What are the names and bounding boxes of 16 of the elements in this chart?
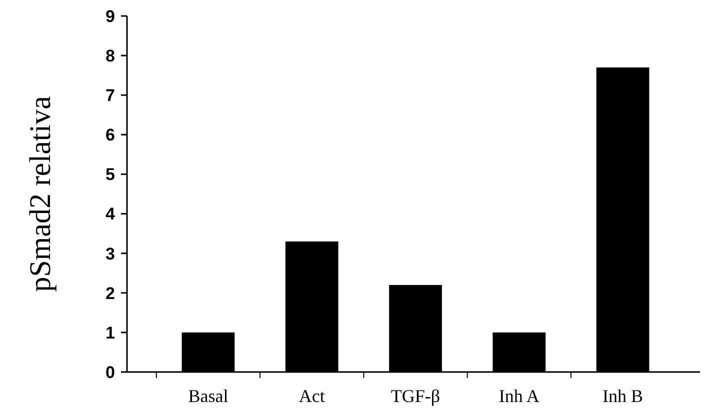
x-tick-label: Act: [298, 386, 325, 406]
y-tick-label: 6: [106, 126, 115, 145]
x-tick-label: Basal: [188, 386, 228, 406]
x-tick-label: Inh B: [602, 386, 644, 406]
y-tick-label: 9: [106, 6, 115, 26]
y-tick-label: 5: [106, 165, 115, 184]
y-tick-label: 0: [106, 362, 115, 382]
y-tick-label: 4: [106, 204, 116, 224]
y-axis-title: pSmad2 relativa: [24, 96, 57, 292]
y-tick-label: 3: [106, 244, 115, 264]
x-tick-label: TGF-β: [390, 386, 440, 406]
y-tick-label: 2: [106, 284, 115, 303]
y-tick-label: 1: [106, 323, 115, 342]
x-tick-label: Inh A: [498, 386, 540, 406]
y-tick-label: 7: [106, 86, 115, 106]
y-tick-label: 8: [106, 46, 115, 66]
